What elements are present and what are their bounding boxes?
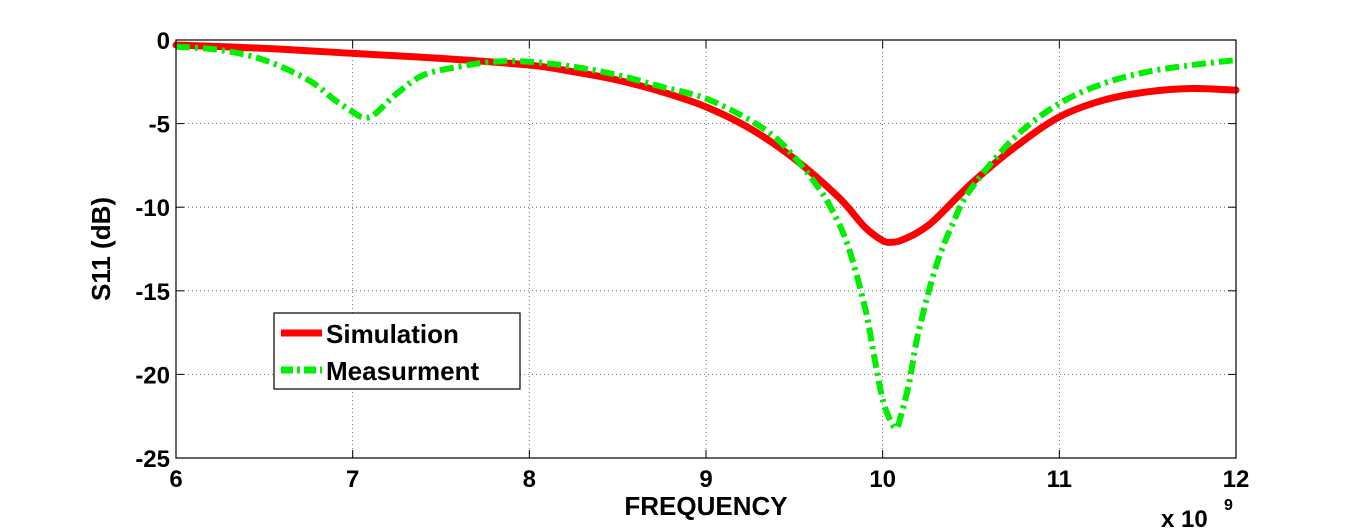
y-tick-label: -15 [135, 279, 170, 306]
y-tick-label: -5 [149, 112, 170, 139]
x-tick-labels: 6 7 8 9 10 11 12 [169, 466, 1249, 493]
tick-marks [175, 39, 1237, 459]
x-tick-label: 12 [1223, 466, 1250, 493]
y-axis-label: S11 (dB) [86, 197, 116, 301]
x-tick-label: 8 [523, 466, 536, 493]
y-tick-labels: 0 -5 -10 -15 -20 -25 [135, 28, 170, 473]
x-axis-label: FREQUENCY [624, 491, 787, 521]
legend-box [273, 312, 521, 390]
legend-label-measurment: Measurment [326, 356, 479, 386]
legend-label-simulation: Simulation [326, 319, 459, 349]
x-tick-label: 11 [1047, 466, 1072, 493]
x-multiplier-base: x 10 [1161, 506, 1208, 531]
x-tick-label: 10 [869, 466, 896, 493]
x-tick-label: 6 [169, 466, 182, 493]
series-layer [172, 41, 1240, 432]
y-tick-label: -20 [135, 362, 170, 389]
y-tick-label: 0 [157, 28, 170, 55]
series-line-simulation [172, 41, 1240, 246]
x-multiplier-exponent: 9 [1224, 497, 1233, 514]
y-tick-label: -10 [135, 195, 170, 222]
x-tick-label: 7 [346, 466, 359, 493]
y-tick-label: -25 [135, 446, 170, 473]
legend: Simulation Measurment [273, 312, 521, 390]
x-tick-label: 9 [699, 466, 712, 493]
series-line-measurment [175, 43, 1237, 432]
